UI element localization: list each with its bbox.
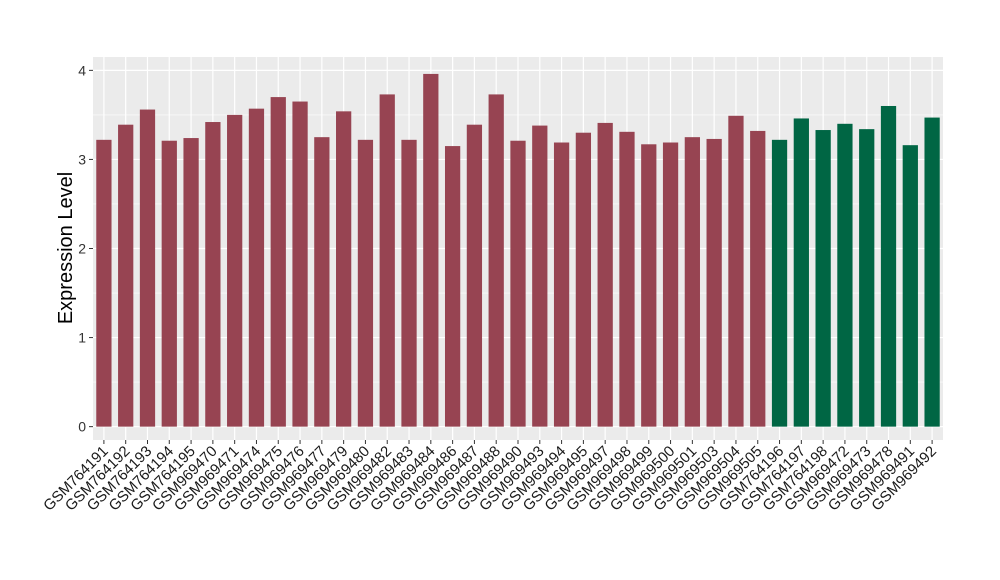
bars <box>96 73 940 427</box>
bar-GSM764195 <box>183 138 199 427</box>
bar-GSM969480 <box>357 139 374 427</box>
bar-GSM764198 <box>815 130 831 427</box>
bar-GSM969487 <box>466 124 483 427</box>
bar-GSM969492 <box>924 117 940 427</box>
bar-GSM969486 <box>444 146 461 427</box>
bar-GSM969470 <box>205 122 221 427</box>
y-axis-title: Expression Level <box>55 172 77 324</box>
y-tick-label: 0 <box>78 419 86 435</box>
bar-GSM969503 <box>706 138 722 427</box>
bar-GSM969495 <box>575 132 592 427</box>
bar-GSM764194 <box>161 140 177 427</box>
y-axis: 0 1 2 3 4 <box>78 62 93 435</box>
bar-GSM969488 <box>488 94 504 427</box>
bar-GSM969472 <box>837 123 853 427</box>
y-tick-label: 1 <box>78 330 86 346</box>
bar-GSM969490 <box>510 140 526 427</box>
bar-GSM764197 <box>793 118 809 427</box>
bar-GSM969484 <box>423 73 439 427</box>
bar-GSM764191 <box>96 139 112 427</box>
x-axis: GSM764191GSM764192GSM764193GSM764194GSM7… <box>40 440 940 514</box>
y-tick-label: 2 <box>78 241 86 257</box>
bar-GSM969497 <box>597 122 613 427</box>
bar-GSM969474 <box>248 108 265 427</box>
bar-GSM969477 <box>314 137 330 427</box>
bar-GSM969479 <box>336 111 352 427</box>
bar-GSM969483 <box>401 139 417 427</box>
bar-GSM764193 <box>139 109 156 427</box>
bar-GSM969501 <box>684 137 700 427</box>
bar-GSM969493 <box>532 125 548 427</box>
y-tick-label: 4 <box>78 62 86 78</box>
bar-GSM969498 <box>619 131 635 427</box>
bar-GSM969494 <box>553 142 570 427</box>
bar-GSM969504 <box>728 115 744 427</box>
bar-GSM764196 <box>771 139 788 427</box>
bar-GSM969500 <box>662 142 679 427</box>
bar-GSM969471 <box>227 114 243 427</box>
bar-GSM969476 <box>292 101 308 427</box>
bar-GSM969482 <box>379 94 395 427</box>
bar-GSM969499 <box>641 144 657 427</box>
bar-GSM969505 <box>750 130 766 427</box>
bar-GSM969475 <box>270 97 286 427</box>
bar-GSM969478 <box>880 105 897 427</box>
bar-GSM969473 <box>859 129 875 427</box>
bar-GSM764192 <box>118 124 134 427</box>
bar-GSM969491 <box>902 145 918 427</box>
y-tick-label: 3 <box>78 151 86 167</box>
